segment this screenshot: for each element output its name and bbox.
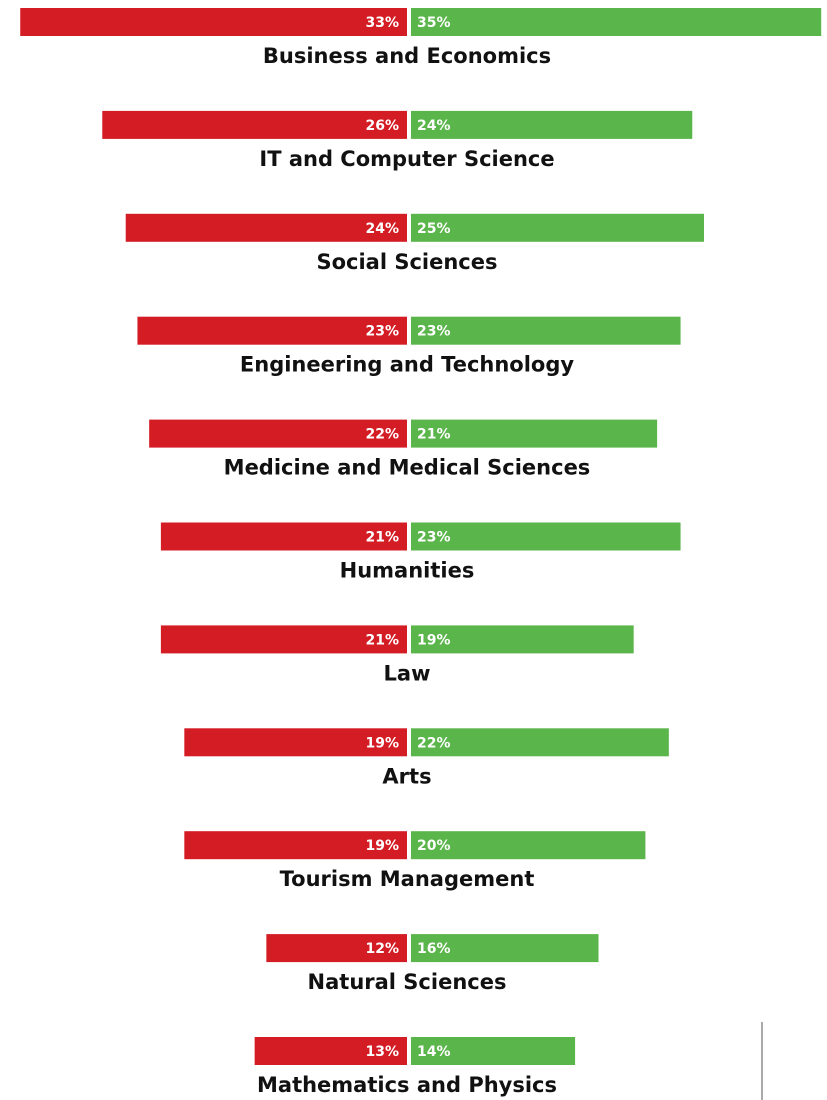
category-label: Humanities — [340, 559, 475, 583]
bar — [149, 419, 407, 448]
bar — [160, 522, 407, 551]
bar — [266, 934, 407, 963]
value-label: 21% — [417, 427, 451, 443]
value-label: 19% — [365, 735, 399, 751]
bar — [411, 1037, 576, 1065]
category-label: Natural Sciences — [308, 970, 507, 994]
bar — [102, 110, 407, 139]
value-label: 23% — [365, 324, 399, 340]
value-label: 21% — [365, 632, 399, 648]
category-label: Law — [384, 661, 431, 685]
value-label: 22% — [365, 427, 399, 443]
bar — [411, 110, 693, 139]
bar — [411, 934, 599, 963]
value-label: 13% — [365, 1044, 399, 1060]
value-label: 14% — [417, 1044, 451, 1060]
category-label: Arts — [382, 764, 431, 788]
category-label: Tourism Management — [280, 867, 535, 891]
value-label: 12% — [365, 941, 399, 957]
bar — [411, 8, 822, 36]
bar — [411, 419, 658, 448]
value-label: 33% — [365, 15, 399, 31]
value-label: 19% — [365, 838, 399, 854]
value-label: 22% — [417, 735, 451, 751]
bar — [411, 522, 681, 551]
bar — [411, 316, 681, 345]
value-label: 21% — [365, 530, 399, 546]
category-label: Medicine and Medical Sciences — [224, 456, 591, 480]
value-label: 24% — [417, 118, 451, 134]
value-label: 23% — [417, 530, 451, 546]
category-label: IT and Computer Science — [259, 147, 554, 171]
value-label: 26% — [365, 118, 399, 134]
bar — [125, 213, 407, 242]
value-label: 23% — [417, 324, 451, 340]
bar — [411, 625, 634, 654]
bar — [411, 831, 646, 860]
category-label: Business and Economics — [263, 44, 551, 68]
value-label: 35% — [417, 15, 451, 31]
category-label: Social Sciences — [316, 250, 497, 274]
bar — [184, 728, 407, 757]
bar — [411, 213, 704, 242]
value-label: 24% — [365, 221, 399, 237]
value-label: 25% — [417, 221, 451, 237]
value-label: 20% — [417, 838, 451, 854]
bar — [411, 728, 669, 757]
value-label: 19% — [417, 632, 451, 648]
category-label: Mathematics and Physics — [257, 1073, 557, 1097]
bar — [20, 8, 408, 36]
value-label: 16% — [417, 941, 451, 957]
bar — [160, 625, 407, 654]
bar — [184, 831, 407, 860]
category-label: Engineering and Technology — [240, 353, 574, 377]
bar — [137, 316, 407, 345]
bar — [254, 1037, 407, 1065]
